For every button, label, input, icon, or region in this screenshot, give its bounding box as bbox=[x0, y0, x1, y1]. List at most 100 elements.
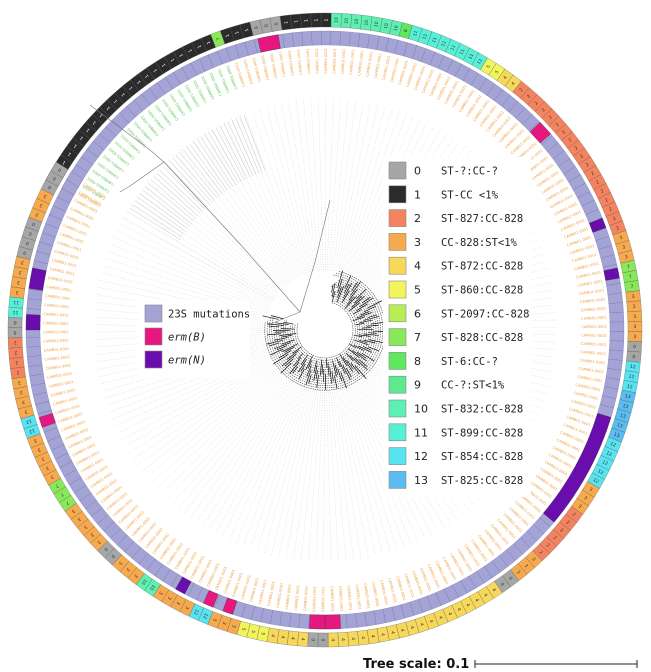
tree-cluster-arc bbox=[287, 293, 363, 368]
tree-branch bbox=[145, 186, 193, 225]
leaf-guide bbox=[334, 101, 364, 271]
tree-branch bbox=[358, 359, 368, 368]
resistance-legend-swatch bbox=[144, 304, 163, 323]
st-cell-code: 1 bbox=[234, 30, 241, 35]
tree-branch bbox=[281, 339, 295, 345]
st-legend-label: ST-825:CC-828 bbox=[441, 475, 523, 487]
tree-branch bbox=[360, 311, 370, 316]
tree-branch bbox=[162, 166, 206, 210]
st-cell-code: 3 bbox=[583, 495, 589, 502]
tree-branch bbox=[363, 339, 376, 344]
tree-branch bbox=[266, 339, 284, 345]
tree-branch bbox=[139, 193, 189, 230]
st-cell-code: 2 bbox=[538, 549, 544, 555]
st-cell-code: 4 bbox=[455, 607, 462, 612]
st-cell-code: 3 bbox=[89, 531, 95, 537]
leaf-guide bbox=[258, 107, 309, 273]
tree-branch bbox=[349, 355, 361, 366]
st-cell-code: 11 bbox=[412, 30, 419, 37]
leaf-label: CAMB01-0001 bbox=[581, 333, 607, 338]
leaf-label: CAMB01-0001 bbox=[578, 367, 604, 375]
st-cell-code: 2 bbox=[571, 512, 577, 519]
st-cell-code: 8 bbox=[403, 29, 410, 33]
st-legend-swatch bbox=[388, 161, 407, 180]
st-cell-code: 0 bbox=[47, 184, 52, 191]
leaf-guide bbox=[310, 98, 322, 271]
leaf-label: CAMB01-0001 bbox=[330, 586, 335, 612]
tree-branch bbox=[169, 160, 211, 205]
st-cell-code: 0 bbox=[263, 23, 269, 27]
leaf-label: CAMB01-0001 bbox=[297, 49, 303, 75]
st-cell-code: 3 bbox=[20, 259, 24, 266]
st-cell-code: 3 bbox=[230, 624, 237, 629]
st-legend-code: 11 bbox=[414, 426, 428, 439]
tree-branch bbox=[352, 350, 367, 362]
st-cell-code: 4 bbox=[473, 598, 480, 604]
tree-branch bbox=[337, 270, 344, 288]
tree-scale: Tree scale: 0.1 bbox=[363, 657, 638, 672]
st-cell-code: 1 bbox=[152, 67, 159, 73]
leaf-label: CAMB01-0001 bbox=[276, 582, 284, 608]
st-cell-code: 0 bbox=[110, 553, 116, 559]
st-cell-code: 3 bbox=[40, 455, 45, 462]
leaf-label: CAMB01-0001 bbox=[580, 350, 606, 356]
st-cell-code: 4 bbox=[510, 81, 517, 87]
tree-branch bbox=[284, 346, 295, 353]
resistance-legend-swatch bbox=[144, 350, 163, 369]
st-cell-code: 4 bbox=[490, 587, 497, 593]
st-legend-swatch bbox=[388, 375, 407, 394]
leaf-guide bbox=[183, 377, 289, 515]
tree-branch bbox=[337, 278, 343, 293]
tree-branch bbox=[313, 360, 318, 373]
st-cell-code: 4 bbox=[428, 619, 435, 624]
st-cell-code: 0 bbox=[13, 319, 16, 325]
tree-branch bbox=[223, 123, 251, 178]
resistance-cell bbox=[609, 311, 625, 323]
st-cell-code: 1 bbox=[120, 91, 127, 97]
tree-branch bbox=[235, 117, 260, 174]
tree-branch bbox=[175, 154, 215, 201]
resistance-cell bbox=[27, 355, 43, 367]
st-cell-code: 12 bbox=[609, 441, 617, 449]
tree-cluster-arc bbox=[296, 302, 354, 359]
st-cell-code: 3 bbox=[166, 595, 173, 601]
leaf-guide bbox=[325, 98, 327, 271]
leaf-label: CAMB01-0001 bbox=[576, 270, 602, 279]
leaf-label: CAMB01-0001 bbox=[51, 258, 77, 268]
tree-branch bbox=[270, 315, 284, 320]
tree-branch bbox=[305, 369, 312, 385]
st-cell-code: 3 bbox=[523, 563, 530, 569]
resistance-cell bbox=[606, 283, 622, 295]
tree-branch bbox=[243, 114, 266, 171]
tree-branch bbox=[153, 176, 199, 217]
st-cell-code: 4 bbox=[437, 615, 444, 620]
st-cell-code: 7 bbox=[65, 499, 71, 506]
leaf-guide bbox=[343, 386, 398, 551]
tree-branch bbox=[179, 151, 218, 199]
tree-branch bbox=[344, 275, 352, 289]
resistance-cell bbox=[346, 613, 358, 629]
st-legend-code: 13 bbox=[414, 474, 428, 487]
leaf-guide bbox=[197, 135, 293, 280]
leaf-guide bbox=[142, 186, 278, 294]
st-legend-code: 10 bbox=[414, 403, 428, 416]
leaf-guide bbox=[125, 211, 274, 300]
st-cell-code: 1 bbox=[136, 79, 143, 85]
leaf-guide bbox=[155, 370, 282, 489]
leaf-label: CAMB01-0001 bbox=[569, 244, 595, 255]
tree-branch bbox=[346, 360, 354, 370]
tree-branch bbox=[300, 363, 306, 372]
st-cell-code: 3 bbox=[76, 516, 82, 523]
leaf-guide bbox=[308, 389, 321, 562]
leaf-guide bbox=[326, 98, 334, 271]
st-legend-label: ST-832:CC-828 bbox=[441, 404, 523, 416]
leaf-guide bbox=[278, 388, 314, 558]
leaf-label: CAMB01-0001 bbox=[49, 267, 75, 276]
st-cell-code: 4 bbox=[389, 631, 396, 635]
st-cell-code: 5 bbox=[250, 629, 257, 633]
leaf-guide bbox=[273, 103, 312, 272]
leaf-label: CAMB01-0001 bbox=[285, 584, 292, 610]
tree-branch bbox=[368, 346, 380, 352]
leaf-guide bbox=[345, 386, 405, 548]
st-cell-code: 4 bbox=[369, 634, 375, 638]
